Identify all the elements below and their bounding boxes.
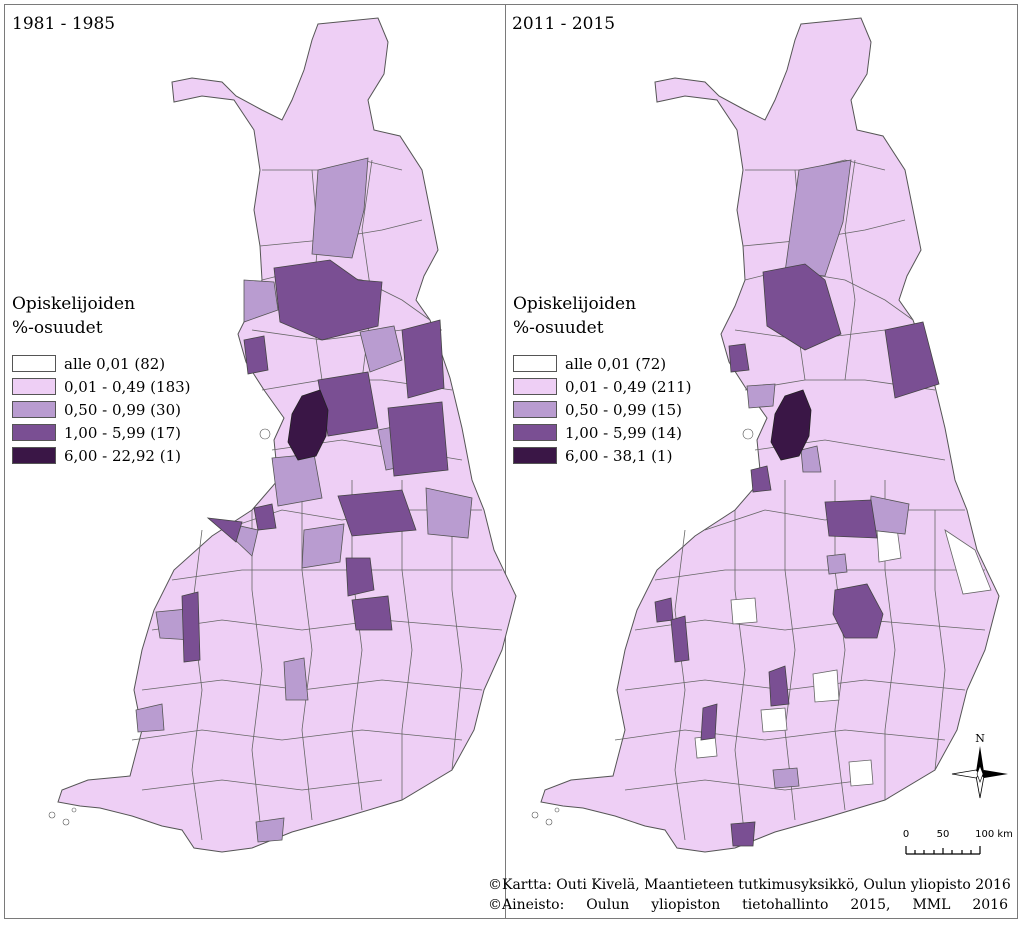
map-finland-2011-2015	[531, 17, 1000, 853]
legend-label: alle 0,01 (72)	[565, 354, 667, 373]
legend-title-line1: Opiskelijoiden	[513, 294, 637, 314]
finland-outline	[57, 17, 517, 853]
legend-row: 6,00 - 22,92 (1)	[12, 444, 202, 467]
class-600-plus-area	[770, 389, 812, 461]
legend-swatch	[12, 424, 56, 441]
legend-label: 0,50 - 0,99 (15)	[565, 400, 682, 419]
legend-swatch	[12, 447, 56, 464]
legend-label: 0,01 - 0,49 (183)	[64, 377, 191, 396]
legend-label: 6,00 - 38,1 (1)	[565, 446, 673, 465]
legend-swatch	[513, 401, 557, 418]
legend-title-line2: %-osuudet	[513, 318, 604, 338]
legend-row: 0,01 - 0,49 (211)	[513, 375, 703, 398]
legend-row: 6,00 - 38,1 (1)	[513, 444, 703, 467]
class-100-599-areas	[181, 259, 449, 663]
class-600-plus-area	[287, 389, 329, 461]
legend-label: 6,00 - 22,92 (1)	[64, 446, 181, 465]
legend-row: 0,50 - 0,99 (15)	[513, 398, 703, 421]
north-label: N	[975, 732, 985, 745]
legend-label: 0,50 - 0,99 (30)	[64, 400, 181, 419]
legend-title-line1: Opiskelijoiden	[12, 294, 136, 314]
credit-map: ©Kartta: Outi Kivelä, Maantieteen tutkim…	[488, 877, 1011, 893]
scale-tick-label: 50	[937, 829, 950, 840]
legend-swatch	[12, 401, 56, 418]
legend-swatch	[513, 447, 557, 464]
map-finland-1981-1985	[48, 17, 517, 853]
scale-tick-label: 0	[903, 829, 909, 840]
credits: ©Kartta: Outi Kivelä, Maantieteen tutkim…	[488, 875, 1011, 915]
class-050-099-areas	[746, 159, 910, 789]
legend-row: alle 0,01 (82)	[12, 352, 202, 375]
legend-right: Opiskelijoiden %-osuudet alle 0,01 (72) …	[513, 292, 703, 467]
panel-divider	[505, 4, 506, 919]
legend-rows: alle 0,01 (72) 0,01 - 0,49 (211) 0,50 - …	[513, 352, 703, 467]
legend-row: 0,50 - 0,99 (30)	[12, 398, 202, 421]
legend-swatch	[513, 355, 557, 372]
coastal-islands	[48, 428, 271, 826]
legend-row: 1,00 - 5,99 (17)	[12, 421, 202, 444]
period-title-right: 2011 - 2015	[512, 14, 616, 34]
figure-frame	[4, 4, 1018, 919]
period-title-left: 1981 - 1985	[12, 14, 116, 34]
legend-label: 1,00 - 5,99 (14)	[565, 423, 682, 442]
legend-swatch	[12, 378, 56, 395]
legend-label: 1,00 - 5,99 (17)	[64, 423, 181, 442]
class-100-599-areas	[654, 263, 940, 847]
scale-bar: 0 50 100 km	[903, 829, 1013, 855]
coastal-islands	[531, 428, 754, 826]
legend-swatch	[513, 378, 557, 395]
class-under-001-areas	[694, 527, 992, 787]
legend-label: 0,01 - 0,49 (211)	[565, 377, 692, 396]
legend-left: Opiskelijoiden %-osuudet alle 0,01 (82) …	[12, 292, 202, 467]
credit-data: ©Aineisto: Oulun yliopiston tietohallint…	[488, 897, 1008, 913]
legend-swatch	[513, 424, 557, 441]
legend-swatch	[12, 355, 56, 372]
north-arrow-icon: N	[951, 732, 1008, 799]
finland-outline	[540, 17, 1000, 853]
legend-label: alle 0,01 (82)	[64, 354, 166, 373]
legend-title-line2: %-osuudet	[12, 318, 103, 338]
legend-rows: alle 0,01 (82) 0,01 - 0,49 (183) 0,50 - …	[12, 352, 202, 467]
scale-tick-label: 100 km	[975, 829, 1013, 840]
legend-row: 0,01 - 0,49 (183)	[12, 375, 202, 398]
legend-row: 1,00 - 5,99 (14)	[513, 421, 703, 444]
legend-row: alle 0,01 (72)	[513, 352, 703, 375]
